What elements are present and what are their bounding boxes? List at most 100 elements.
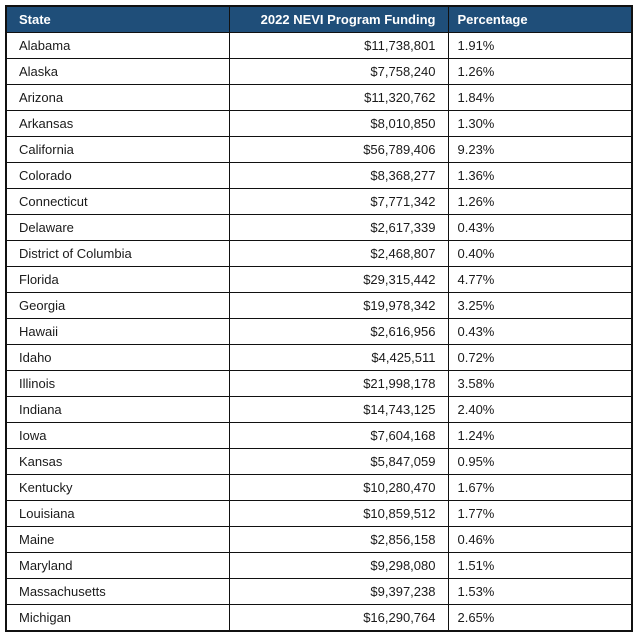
- state-cell: Georgia: [5, 292, 230, 319]
- funding-cell: $21,998,178: [228, 370, 449, 397]
- funding-cell: $29,315,442: [228, 266, 449, 293]
- percentage-cell: 1.24%: [447, 422, 633, 449]
- funding-cell: $2,856,158: [228, 526, 449, 553]
- funding-cell: $4,425,511: [228, 344, 449, 371]
- funding-cell: $9,298,080: [228, 552, 449, 579]
- column-header-state: State: [5, 5, 230, 33]
- funding-cell: $2,617,339: [228, 214, 449, 241]
- state-cell: Indiana: [5, 396, 230, 423]
- funding-cell: $7,771,342: [228, 188, 449, 215]
- state-cell: Kentucky: [5, 474, 230, 501]
- table-row: Colorado $8,368,277 1.36%: [5, 162, 633, 189]
- funding-cell: $10,280,470: [228, 474, 449, 501]
- table-row: Massachusetts $9,397,238 1.53%: [5, 578, 633, 605]
- nevi-funding-table: State 2022 NEVI Program Funding Percenta…: [5, 5, 633, 632]
- funding-cell: $7,758,240: [228, 58, 449, 85]
- table-row: Alaska $7,758,240 1.26%: [5, 58, 633, 85]
- table-row: Connecticut $7,771,342 1.26%: [5, 188, 633, 215]
- percentage-cell: 0.46%: [447, 526, 633, 553]
- percentage-cell: 1.91%: [447, 32, 633, 59]
- table-row: Florida $29,315,442 4.77%: [5, 266, 633, 293]
- percentage-cell: 1.84%: [447, 84, 633, 111]
- state-cell: Connecticut: [5, 188, 230, 215]
- table-row: Alabama $11,738,801 1.91%: [5, 32, 633, 59]
- state-cell: Delaware: [5, 214, 230, 241]
- state-cell: Arizona: [5, 84, 230, 111]
- table-row: Louisiana $10,859,512 1.77%: [5, 500, 633, 527]
- state-cell: Massachusetts: [5, 578, 230, 605]
- funding-cell: $9,397,238: [228, 578, 449, 605]
- funding-cell: $19,978,342: [228, 292, 449, 319]
- funding-cell: $5,847,059: [228, 448, 449, 475]
- table-row: Idaho $4,425,511 0.72%: [5, 344, 633, 371]
- percentage-cell: 1.26%: [447, 58, 633, 85]
- percentage-cell: 0.40%: [447, 240, 633, 267]
- percentage-cell: 3.25%: [447, 292, 633, 319]
- state-cell: Iowa: [5, 422, 230, 449]
- state-cell: Michigan: [5, 604, 230, 632]
- state-cell: Maryland: [5, 552, 230, 579]
- table-row: Illinois $21,998,178 3.58%: [5, 370, 633, 397]
- funding-cell: $10,859,512: [228, 500, 449, 527]
- percentage-cell: 0.43%: [447, 318, 633, 345]
- state-cell: Hawaii: [5, 318, 230, 345]
- percentage-cell: 1.77%: [447, 500, 633, 527]
- state-cell: District of Columbia: [5, 240, 230, 267]
- table-row: Georgia $19,978,342 3.25%: [5, 292, 633, 319]
- column-header-funding: 2022 NEVI Program Funding: [228, 5, 449, 33]
- table-row: Indiana $14,743,125 2.40%: [5, 396, 633, 423]
- state-cell: Maine: [5, 526, 230, 553]
- percentage-cell: 2.40%: [447, 396, 633, 423]
- column-header-percentage: Percentage: [447, 5, 633, 33]
- state-cell: California: [5, 136, 230, 163]
- table-row: Hawaii $2,616,956 0.43%: [5, 318, 633, 345]
- table-row: Michigan $16,290,764 2.65%: [5, 604, 633, 632]
- percentage-cell: 1.53%: [447, 578, 633, 605]
- table-row: Iowa $7,604,168 1.24%: [5, 422, 633, 449]
- percentage-cell: 1.51%: [447, 552, 633, 579]
- percentage-cell: 1.36%: [447, 162, 633, 189]
- percentage-cell: 1.26%: [447, 188, 633, 215]
- state-cell: Arkansas: [5, 110, 230, 137]
- percentage-cell: 9.23%: [447, 136, 633, 163]
- funding-cell: $56,789,406: [228, 136, 449, 163]
- table-row: Maine $2,856,158 0.46%: [5, 526, 633, 553]
- state-cell: Idaho: [5, 344, 230, 371]
- table-row: District of Columbia $2,468,807 0.40%: [5, 240, 633, 267]
- state-cell: Kansas: [5, 448, 230, 475]
- state-cell: Alaska: [5, 58, 230, 85]
- percentage-cell: 0.72%: [447, 344, 633, 371]
- funding-cell: $2,468,807: [228, 240, 449, 267]
- funding-cell: $11,738,801: [228, 32, 449, 59]
- percentage-cell: 1.67%: [447, 474, 633, 501]
- table-row: Delaware $2,617,339 0.43%: [5, 214, 633, 241]
- table-row: Maryland $9,298,080 1.51%: [5, 552, 633, 579]
- table-row: Arkansas $8,010,850 1.30%: [5, 110, 633, 137]
- table-row: Arizona $11,320,762 1.84%: [5, 84, 633, 111]
- percentage-cell: 1.30%: [447, 110, 633, 137]
- funding-cell: $2,616,956: [228, 318, 449, 345]
- table-row: California $56,789,406 9.23%: [5, 136, 633, 163]
- funding-cell: $16,290,764: [228, 604, 449, 632]
- funding-cell: $11,320,762: [228, 84, 449, 111]
- funding-cell: $7,604,168: [228, 422, 449, 449]
- percentage-cell: 0.43%: [447, 214, 633, 241]
- state-cell: Alabama: [5, 32, 230, 59]
- percentage-cell: 2.65%: [447, 604, 633, 632]
- state-cell: Louisiana: [5, 500, 230, 527]
- funding-cell: $8,010,850: [228, 110, 449, 137]
- percentage-cell: 4.77%: [447, 266, 633, 293]
- table-body: Alabama $11,738,801 1.91% Alaska $7,758,…: [5, 32, 633, 632]
- state-cell: Florida: [5, 266, 230, 293]
- state-cell: Colorado: [5, 162, 230, 189]
- state-cell: Illinois: [5, 370, 230, 397]
- table-header: State 2022 NEVI Program Funding Percenta…: [5, 5, 633, 33]
- percentage-cell: 0.95%: [447, 448, 633, 475]
- table-row: Kansas $5,847,059 0.95%: [5, 448, 633, 475]
- funding-cell: $8,368,277: [228, 162, 449, 189]
- percentage-cell: 3.58%: [447, 370, 633, 397]
- table-row: Kentucky $10,280,470 1.67%: [5, 474, 633, 501]
- header-row: State 2022 NEVI Program Funding Percenta…: [5, 5, 633, 33]
- funding-cell: $14,743,125: [228, 396, 449, 423]
